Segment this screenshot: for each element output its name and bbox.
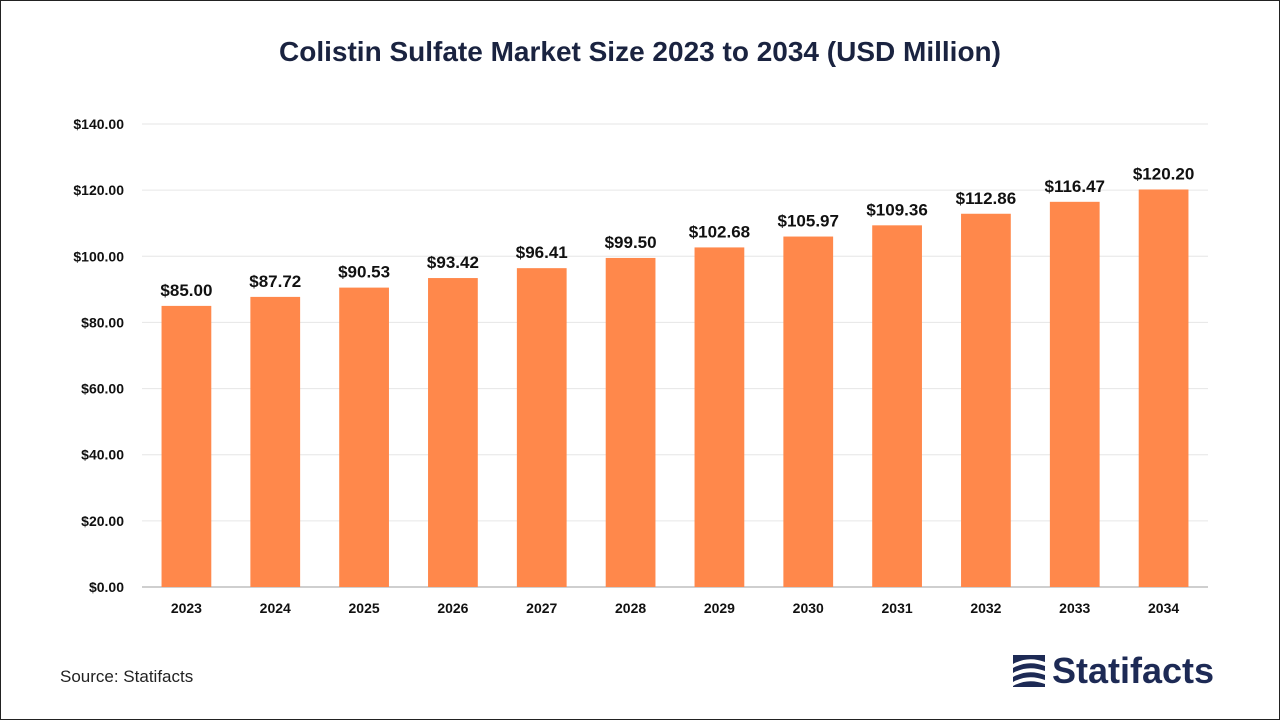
x-tick-label: 2034 bbox=[1148, 600, 1179, 616]
data-label: $85.00 bbox=[160, 281, 212, 300]
data-label: $90.53 bbox=[338, 263, 390, 282]
bar bbox=[1138, 189, 1189, 587]
x-tick-label: 2024 bbox=[260, 600, 291, 616]
data-label: $93.42 bbox=[427, 253, 479, 272]
x-tick-label: 2031 bbox=[882, 600, 913, 616]
data-label: $96.41 bbox=[516, 243, 568, 262]
x-tick-label: 2033 bbox=[1059, 600, 1090, 616]
y-tick-label: $80.00 bbox=[81, 314, 124, 330]
statifacts-logo-icon bbox=[1013, 655, 1045, 687]
bar bbox=[783, 236, 834, 588]
x-tick-label: 2032 bbox=[970, 600, 1001, 616]
bar bbox=[428, 278, 478, 587]
y-tick-label: $60.00 bbox=[81, 381, 124, 397]
data-label: $109.36 bbox=[866, 200, 927, 219]
data-label: $112.86 bbox=[956, 189, 1017, 208]
x-tick-label: 2023 bbox=[171, 600, 202, 616]
data-label: $120.20 bbox=[1133, 164, 1194, 183]
bar bbox=[694, 247, 745, 587]
data-label: $116.47 bbox=[1044, 177, 1105, 196]
y-tick-label: $140.00 bbox=[73, 116, 124, 132]
x-tick-label: 2025 bbox=[349, 600, 380, 616]
bar bbox=[250, 296, 301, 587]
data-label: $102.68 bbox=[689, 222, 750, 241]
y-tick-label: $0.00 bbox=[89, 579, 124, 595]
bar bbox=[961, 213, 1011, 587]
brand-name: Statifacts bbox=[1052, 650, 1215, 691]
y-tick-label: $100.00 bbox=[73, 248, 124, 264]
x-tick-label: 2026 bbox=[437, 600, 468, 616]
y-tick-label: $120.00 bbox=[73, 182, 124, 198]
source-note: Source: Statifacts bbox=[60, 667, 194, 686]
data-label: $99.50 bbox=[605, 233, 657, 252]
bar bbox=[1049, 201, 1100, 587]
data-label: $87.72 bbox=[249, 272, 301, 291]
data-label: $105.97 bbox=[778, 212, 839, 231]
bar bbox=[605, 257, 656, 587]
y-tick-label: $40.00 bbox=[81, 447, 124, 463]
x-tick-label: 2028 bbox=[615, 600, 646, 616]
bar bbox=[339, 287, 389, 587]
x-tick-label: 2027 bbox=[526, 600, 557, 616]
x-tick-label: 2030 bbox=[793, 600, 824, 616]
bar bbox=[872, 225, 922, 587]
brand-logo: Statifacts bbox=[1012, 650, 1214, 692]
bar bbox=[161, 305, 212, 587]
chart-title: Colistin Sulfate Market Size 2023 to 203… bbox=[279, 36, 1001, 67]
x-tick-label: 2029 bbox=[704, 600, 735, 616]
bar bbox=[516, 268, 567, 587]
y-tick-label: $20.00 bbox=[81, 513, 124, 529]
